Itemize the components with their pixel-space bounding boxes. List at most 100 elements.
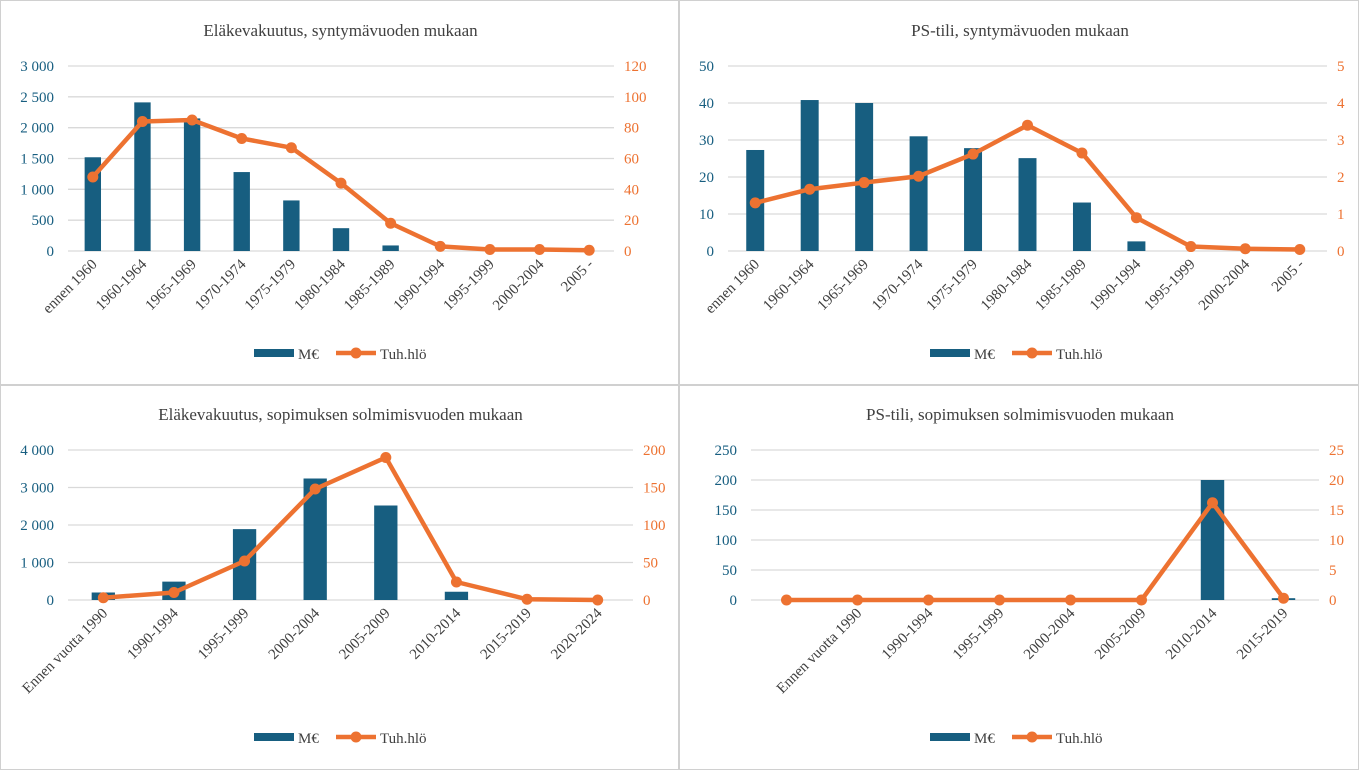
line-point — [994, 594, 1005, 606]
right-axis-tick: 0 — [1337, 244, 1345, 260]
left-axis-tick: 50 — [722, 563, 737, 579]
right-axis-tick: 60 — [624, 152, 639, 168]
x-axis-tick: 1985-1989 — [341, 257, 398, 314]
x-axis-tick: 2015-2019 — [478, 606, 535, 663]
chart-title: Eläkevakuutus, sopimuksen solmimisvuoden… — [158, 405, 523, 424]
line-point — [335, 177, 347, 189]
line-point — [236, 132, 248, 144]
bar — [134, 102, 151, 251]
legend-bar-swatch — [254, 733, 294, 741]
left-axis-tick: 250 — [715, 443, 738, 459]
legend-label: M€ — [974, 731, 995, 747]
line-point — [521, 593, 533, 605]
left-axis-tick: 2 000 — [20, 121, 54, 137]
line-point — [913, 170, 925, 182]
left-axis-tick: 3 000 — [20, 481, 54, 497]
right-axis-tick: 15 — [1329, 503, 1344, 519]
bar — [233, 172, 250, 251]
right-axis-tick: 100 — [643, 518, 666, 534]
x-axis-tick: 2005-2009 — [1092, 606, 1149, 663]
x-axis-tick: 2010-2014 — [407, 605, 465, 663]
left-axis-tick: 2 000 — [20, 518, 54, 534]
line-point — [592, 594, 604, 606]
x-axis-tick: 2015-2019 — [1234, 606, 1291, 663]
legend: M€ Tuh.hlö — [254, 347, 427, 363]
x-axis-tick: 1975-1979 — [924, 257, 981, 314]
left-axis-tick: 30 — [699, 133, 714, 149]
x-axis-tick: 1995-1999 — [440, 257, 497, 314]
left-axis-tick: 50 — [699, 59, 714, 75]
legend-line-marker — [350, 731, 362, 743]
line-point — [186, 114, 198, 126]
bar — [183, 118, 201, 252]
x-axis-tick: 1985-1989 — [1033, 257, 1090, 314]
x-axis-tick: 2000-2004 — [266, 605, 324, 663]
chart-3: Eläkevakuutus, sopimuksen solmimisvuoden… — [20, 405, 666, 747]
line-point — [484, 243, 496, 255]
bar — [303, 478, 327, 600]
legend-line-marker — [1026, 731, 1038, 743]
right-axis-tick: 200 — [643, 443, 666, 459]
line-point — [285, 142, 297, 154]
left-axis-tick: 3 000 — [20, 59, 54, 75]
x-axis-tick: 1980-1984 — [292, 256, 350, 314]
right-axis-tick: 80 — [624, 121, 639, 137]
x-axis-tick: 2000-2004 — [1021, 605, 1079, 663]
legend-label: Tuh.hlö — [1056, 731, 1103, 747]
right-axis-tick: 20 — [1329, 473, 1344, 489]
line-point — [136, 116, 148, 127]
line-point — [804, 183, 816, 195]
chart-panel: Eläkevakuutus, syntymävuoden mukaan 0 500 1… — [0, 0, 679, 385]
right-axis-tick: 120 — [624, 59, 647, 75]
chart-1: Eläkevakuutus, syntymävuoden mukaan 0 500 1… — [20, 21, 647, 363]
line-point — [309, 483, 321, 495]
chart-2: PS-tili, syntymävuoden mukaan01020304050… — [699, 21, 1345, 363]
line-point — [1239, 243, 1251, 255]
x-axis-tick: 1960-1964 — [93, 256, 151, 314]
bar — [332, 228, 350, 251]
legend-label: M€ — [974, 347, 995, 363]
legend-label: Tuh.hlö — [380, 347, 427, 363]
x-axis-tick: 1970-1974 — [192, 256, 250, 314]
left-axis-tick: 0 — [730, 593, 738, 609]
line-point — [1076, 147, 1088, 159]
left-axis-tick: 500 — [32, 213, 55, 229]
series-line — [103, 455, 598, 603]
chart-4: PS-tili, sopimuksen solmimisvuoden mukaa… — [715, 405, 1345, 747]
line-point — [1185, 241, 1197, 253]
left-axis-tick: 100 — [715, 533, 738, 549]
line-point — [1136, 594, 1147, 606]
right-axis-tick: 4 — [1337, 96, 1345, 112]
line-point — [385, 217, 397, 229]
legend: M€ Tuh.hlö — [930, 347, 1103, 363]
right-axis-tick: 40 — [624, 182, 639, 198]
right-axis-tick: 0 — [1329, 593, 1337, 609]
bar — [855, 103, 874, 251]
chart-title: PS-tili, syntymävuoden mukaan — [911, 21, 1129, 40]
line-point — [1022, 119, 1033, 131]
x-axis-tick: 1990-1994 — [1087, 256, 1145, 314]
right-axis-tick: 150 — [643, 481, 666, 497]
legend: M€ Tuh.hlö — [254, 731, 427, 747]
left-axis-tick: 2 500 — [20, 90, 54, 106]
left-axis-tick: 1 500 — [20, 152, 54, 168]
line-point — [749, 197, 761, 209]
bar — [1072, 202, 1091, 251]
legend-bar-swatch — [930, 349, 970, 357]
right-axis-tick: 25 — [1329, 443, 1344, 459]
x-axis-tick: 2005 - — [1269, 257, 1308, 296]
x-axis-tick: 1970-1974 — [869, 256, 927, 314]
x-axis-tick: 1995-1999 — [950, 606, 1007, 663]
legend-line-marker — [1026, 347, 1038, 359]
bar — [444, 591, 469, 600]
right-axis-tick: 1 — [1337, 207, 1345, 223]
bar — [964, 148, 983, 251]
left-axis-tick: 20 — [699, 170, 714, 186]
line-point — [534, 243, 546, 255]
left-axis-tick: 0 — [47, 593, 55, 609]
legend-bar-swatch — [930, 733, 970, 741]
left-axis-tick: 0 — [47, 244, 55, 260]
legend: M€ Tuh.hlö — [930, 731, 1103, 747]
x-axis-tick: 1960-1964 — [760, 256, 818, 314]
line-point — [1065, 594, 1076, 606]
